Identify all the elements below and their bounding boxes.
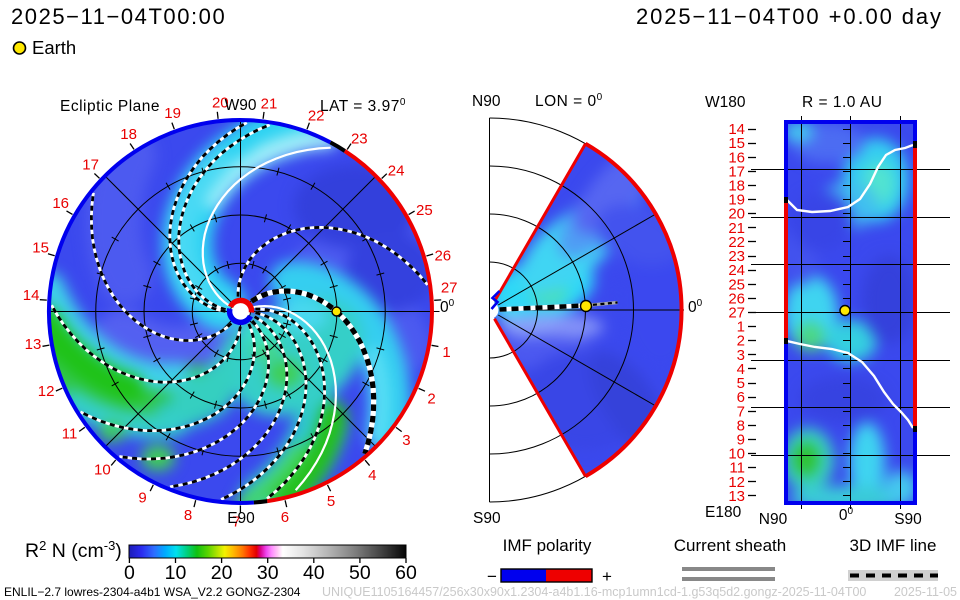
svg-text:3D IMF line: 3D IMF line bbox=[850, 536, 937, 555]
svg-text:23: 23 bbox=[728, 248, 745, 265]
svg-text:10: 10 bbox=[728, 446, 745, 463]
svg-text:R = 1.0 AU: R = 1.0 AU bbox=[802, 94, 882, 111]
svg-text:N90: N90 bbox=[759, 511, 788, 528]
svg-text:7: 7 bbox=[737, 403, 745, 420]
svg-text:18: 18 bbox=[728, 178, 745, 195]
svg-text:16: 16 bbox=[728, 149, 745, 166]
svg-text:17: 17 bbox=[82, 156, 99, 173]
svg-text:Current sheath: Current sheath bbox=[674, 536, 786, 555]
svg-text:13: 13 bbox=[25, 336, 42, 353]
svg-text:2025−11−04T00 +0.00 day: 2025−11−04T00 +0.00 day bbox=[636, 4, 943, 29]
svg-text:27: 27 bbox=[441, 280, 458, 297]
svg-text:40: 40 bbox=[303, 562, 325, 584]
svg-text:Earth: Earth bbox=[32, 37, 76, 58]
svg-text:−: − bbox=[487, 567, 497, 586]
svg-text:E90: E90 bbox=[227, 510, 255, 527]
svg-text:9: 9 bbox=[737, 432, 745, 449]
svg-text:8: 8 bbox=[184, 507, 192, 524]
svg-text:LON = 00: LON = 00 bbox=[535, 92, 603, 110]
svg-text:N90: N90 bbox=[472, 93, 501, 110]
svg-text:1: 1 bbox=[442, 344, 450, 361]
svg-text:W90: W90 bbox=[225, 97, 257, 114]
svg-text:9: 9 bbox=[138, 489, 146, 506]
svg-text:17: 17 bbox=[728, 163, 745, 180]
svg-text:15: 15 bbox=[32, 239, 49, 256]
svg-text:IMF polarity: IMF polarity bbox=[503, 536, 592, 555]
svg-text:24: 24 bbox=[728, 262, 745, 279]
svg-text:7: 7 bbox=[232, 514, 240, 531]
svg-text:20: 20 bbox=[728, 206, 745, 223]
svg-text:20: 20 bbox=[211, 562, 233, 584]
svg-text:S90: S90 bbox=[894, 511, 922, 528]
svg-text:27: 27 bbox=[728, 305, 745, 322]
svg-text:4: 4 bbox=[368, 467, 376, 484]
svg-text:ENLIL−2.7 lowres-2304-a4b1 WSA: ENLIL−2.7 lowres-2304-a4b1 WSA_V2.2 GONG… bbox=[4, 585, 301, 599]
svg-text:30: 30 bbox=[257, 562, 279, 584]
svg-text:4: 4 bbox=[737, 361, 745, 378]
svg-text:3: 3 bbox=[737, 347, 745, 364]
svg-text:60: 60 bbox=[395, 562, 417, 584]
svg-text:11: 11 bbox=[729, 460, 745, 477]
svg-text:19: 19 bbox=[728, 192, 745, 209]
svg-text:25: 25 bbox=[416, 202, 433, 219]
svg-text:13: 13 bbox=[728, 488, 745, 505]
svg-text:23: 23 bbox=[351, 130, 368, 147]
svg-text:8: 8 bbox=[737, 417, 745, 434]
svg-text:2025-11-05: 2025-11-05 bbox=[894, 585, 957, 599]
svg-text:25: 25 bbox=[728, 276, 745, 293]
svg-text:24: 24 bbox=[388, 162, 405, 179]
svg-text:14: 14 bbox=[728, 121, 745, 138]
svg-text:14: 14 bbox=[23, 287, 40, 304]
svg-text:5: 5 bbox=[737, 375, 745, 392]
svg-text:Ecliptic Plane: Ecliptic Plane bbox=[60, 98, 160, 115]
svg-text:S90: S90 bbox=[473, 510, 501, 527]
svg-text:21: 21 bbox=[728, 220, 745, 237]
svg-text:2025−11−04T00:00: 2025−11−04T00:00 bbox=[11, 4, 226, 29]
svg-text:LAT = 3.970: LAT = 3.970 bbox=[320, 97, 406, 115]
svg-text:15: 15 bbox=[728, 135, 745, 152]
svg-text:2: 2 bbox=[737, 333, 745, 350]
svg-text:5: 5 bbox=[327, 493, 335, 510]
svg-text:6: 6 bbox=[281, 509, 289, 526]
svg-text:50: 50 bbox=[349, 562, 371, 584]
svg-text:+: + bbox=[602, 567, 612, 586]
svg-text:2: 2 bbox=[427, 391, 435, 408]
svg-text:26: 26 bbox=[728, 290, 745, 307]
svg-text:16: 16 bbox=[52, 195, 69, 212]
svg-text:12: 12 bbox=[728, 474, 745, 491]
svg-text:R2 N (cm-3): R2 N (cm-3) bbox=[25, 538, 122, 562]
svg-text:22: 22 bbox=[728, 234, 745, 251]
svg-text:3: 3 bbox=[402, 432, 410, 449]
svg-text:12: 12 bbox=[38, 383, 55, 400]
svg-text:E180: E180 bbox=[705, 504, 742, 521]
svg-text:6: 6 bbox=[737, 389, 745, 406]
svg-text:10: 10 bbox=[165, 562, 187, 584]
svg-text:0: 0 bbox=[124, 562, 135, 584]
svg-text:22: 22 bbox=[308, 108, 325, 125]
svg-text:18: 18 bbox=[120, 126, 137, 143]
svg-text:21: 21 bbox=[261, 95, 278, 112]
svg-text:11: 11 bbox=[62, 426, 78, 443]
svg-text:19: 19 bbox=[164, 105, 181, 122]
svg-text:26: 26 bbox=[434, 247, 451, 264]
svg-text:W180: W180 bbox=[705, 94, 746, 111]
svg-text:UNIQUE1105164457/256x30x90x1.2: UNIQUE1105164457/256x30x90x1.2304-a4b1.1… bbox=[322, 585, 866, 599]
svg-text:10: 10 bbox=[94, 462, 111, 479]
svg-text:1: 1 bbox=[737, 319, 745, 336]
svg-text:20: 20 bbox=[212, 95, 229, 112]
